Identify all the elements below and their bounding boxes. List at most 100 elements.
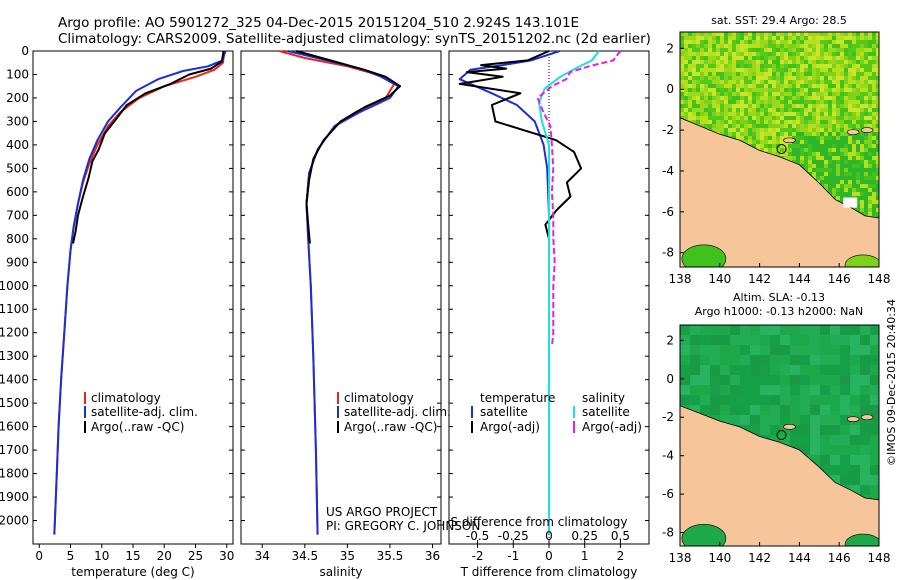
ocean-cell (756, 60, 760, 64)
map-body (680, 325, 879, 546)
ocean-cell (830, 325, 840, 335)
ocean-cell (864, 212, 868, 216)
ocean-cell (680, 72, 684, 76)
ocean-cell (796, 152, 800, 156)
ocean-cell (836, 52, 840, 56)
ocean-cell (868, 56, 872, 60)
ocean-cell (784, 124, 788, 128)
ocean-cell (768, 60, 772, 64)
ocean-cell (748, 88, 752, 92)
ocean-cell (744, 136, 748, 140)
ocean-cell (820, 64, 824, 68)
x-tick-label-t: 0 (545, 549, 553, 563)
ocean-cell (872, 168, 876, 172)
ocean-cell (692, 76, 696, 80)
ocean-cell (780, 60, 784, 64)
ocean-cell (728, 108, 732, 112)
y-tick-label: -8 (662, 246, 674, 260)
ocean-cell (688, 56, 692, 60)
ocean-cell (860, 415, 870, 425)
shelf-sea (681, 524, 727, 546)
ocean-cell (840, 405, 850, 415)
ocean-cell (680, 100, 684, 104)
ocean-cell (832, 104, 836, 108)
series-line-argo-raw-qc- (296, 50, 402, 244)
x-tick-label: 15 (125, 549, 140, 563)
ocean-cell (784, 108, 788, 112)
ocean-cell (820, 40, 824, 44)
ocean-cell (860, 325, 870, 335)
ocean-cell (864, 124, 868, 128)
ocean-cell (732, 136, 736, 140)
ocean-cell (724, 100, 728, 104)
ocean-cell (812, 168, 816, 172)
ocean-cell (700, 100, 704, 104)
ocean-cell (850, 365, 860, 375)
ocean-cell (850, 335, 860, 345)
ocean-cell (870, 465, 879, 475)
ocean-cell (752, 52, 756, 56)
ocean-cell (856, 192, 860, 196)
ocean-cell (864, 140, 868, 144)
ocean-cell (732, 32, 736, 36)
ocean-cell (708, 72, 712, 76)
ocean-cell (840, 80, 844, 84)
ocean-cell (864, 180, 868, 184)
ocean-cell (848, 192, 852, 196)
ocean-cell (780, 112, 784, 116)
ocean-cell (844, 104, 848, 108)
legend-label-t-argo: Argo(-adj) (480, 420, 540, 434)
ocean-cell (856, 184, 860, 188)
ocean-cell (816, 172, 820, 176)
ocean-cell (804, 88, 808, 92)
ocean-cell (804, 128, 808, 132)
ocean-cell (700, 112, 704, 116)
ocean-cell (704, 64, 708, 68)
ocean-cell (788, 156, 792, 160)
ocean-cell (752, 140, 756, 144)
ocean-cell (748, 136, 752, 140)
ocean-cell (808, 124, 812, 128)
ocean-cell (830, 415, 840, 425)
ocean-cell (708, 52, 712, 56)
ocean-cell (780, 325, 790, 335)
ocean-cell (740, 48, 744, 52)
ocean-cell (776, 124, 780, 128)
ocean-cell (784, 112, 788, 116)
ocean-cell (792, 144, 796, 148)
ocean-cell (792, 160, 796, 164)
ocean-cell (872, 108, 876, 112)
y-tick-label: 700 (6, 208, 29, 222)
ocean-cell (840, 188, 844, 192)
ocean-cell (776, 64, 780, 68)
ocean-cell (850, 485, 860, 495)
ocean-cell (796, 72, 800, 76)
ocean-cell (812, 152, 816, 156)
ocean-cell (844, 144, 848, 148)
ocean-cell (856, 160, 860, 164)
ocean-cell (700, 68, 704, 72)
ocean-cell (692, 80, 696, 84)
ocean-cell (720, 64, 724, 68)
ocean-cell (848, 112, 852, 116)
x-tick-label: 144 (788, 272, 811, 286)
ocean-cell (712, 72, 716, 76)
ocean-cell (688, 52, 692, 56)
ocean-cell (872, 184, 876, 188)
ocean-cell (868, 148, 872, 152)
ocean-cell (816, 152, 820, 156)
ocean-cell (744, 92, 748, 96)
ocean-cell (716, 88, 720, 92)
ocean-cell (724, 104, 728, 108)
ocean-cell (780, 365, 790, 375)
ocean-cell (804, 124, 808, 128)
ocean-cell (732, 44, 736, 48)
ocean-cell (760, 64, 764, 68)
ocean-cell (770, 415, 780, 425)
ocean-cell (692, 68, 696, 72)
ocean-cell (756, 36, 760, 40)
ocean-cell (756, 132, 760, 136)
map-frame (679, 324, 880, 547)
ocean-cell (696, 96, 700, 100)
ocean-cell (832, 128, 836, 132)
